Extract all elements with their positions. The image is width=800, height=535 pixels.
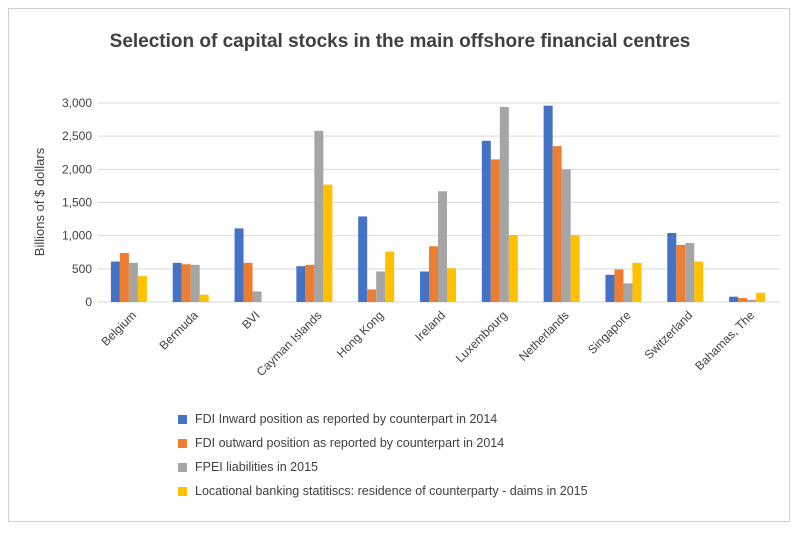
x-tick-label: Bahamas, The	[692, 308, 757, 373]
legend: FDI Inward position as reported by count…	[178, 407, 588, 503]
bar-bermuda-series-4	[199, 294, 209, 302]
bar-netherlands-series-2	[552, 146, 562, 302]
bar-switzerland-series-1	[667, 233, 677, 302]
bar-luxembourg-series-1	[481, 140, 491, 302]
bar-singapore-series-4	[632, 262, 642, 302]
legend-label: FDI Inward position as reported by count…	[195, 412, 498, 426]
legend-swatch	[178, 486, 187, 496]
legend-item: FDI outward position as reported by coun…	[178, 431, 588, 455]
bar-bermuda-series-1	[172, 262, 182, 302]
legend-label: FDI outward position as reported by coun…	[195, 436, 505, 450]
bar-hong-kong-series-1	[358, 216, 368, 302]
legend-swatch	[178, 414, 187, 424]
bar-hong-kong-series-2	[367, 289, 377, 302]
y-tick-label: 0	[85, 295, 92, 309]
bar-bermuda-series-2	[181, 264, 191, 302]
bar-bahamas-the-series-2	[738, 298, 748, 302]
bar-bvi-series-3	[252, 291, 262, 302]
bar-netherlands-series-4	[570, 235, 580, 302]
y-tick-label: 1,500	[62, 196, 92, 210]
bar-cayman-islands-series-3	[314, 130, 324, 302]
y-tick-label: 3,000	[62, 96, 92, 110]
x-tick-label: BVI	[239, 308, 263, 332]
bar-cayman-islands-series-4	[323, 184, 333, 302]
x-tick-label: Singapore	[585, 308, 634, 357]
bar-luxembourg-series-3	[499, 106, 509, 302]
bar-cayman-islands-series-1	[296, 266, 306, 302]
bar-bahamas-the-series-3	[747, 299, 757, 302]
bar-switzerland-series-2	[676, 244, 686, 302]
bars	[110, 105, 766, 302]
bar-hong-kong-series-4	[385, 251, 395, 302]
bar-bvi-series-1	[234, 228, 244, 302]
bar-switzerland-series-3	[685, 242, 695, 302]
bar-luxembourg-series-2	[490, 159, 500, 302]
bar-belgium-series-4	[137, 276, 147, 302]
legend-label: FPEI liabilities in 2015	[195, 460, 318, 474]
y-tick-labels: 0 500 1,000 1,500 2,000 2,500 3,000	[62, 96, 92, 309]
x-tick-label: Ireland	[412, 308, 448, 344]
bar-ireland-series-4	[447, 268, 456, 302]
y-tick-label: 1,000	[62, 229, 92, 243]
legend-item: Locational banking statitiscs: residence…	[178, 479, 588, 503]
bar-ireland-series-3	[438, 191, 447, 302]
bar-bahamas-the-series-1	[729, 296, 739, 302]
bar-switzerland-series-4	[694, 261, 704, 302]
bar-ireland-series-2	[429, 246, 438, 302]
bar-belgium-series-2	[119, 252, 129, 302]
bar-luxembourg-series-4	[508, 235, 518, 302]
legend-swatch	[178, 438, 187, 448]
x-tick-label: Bermuda	[157, 308, 202, 353]
bar-singapore-series-3	[623, 283, 633, 302]
chart-title: Selection of capital stocks in the main …	[109, 31, 691, 52]
legend-label: Locational banking statitiscs: residence…	[195, 484, 588, 498]
bar-bvi-series-2	[243, 262, 253, 302]
bar-cayman-islands-series-2	[305, 264, 315, 302]
bar-belgium-series-1	[110, 261, 120, 302]
legend-item: FDI Inward position as reported by count…	[178, 407, 588, 431]
bar-bahamas-the-series-4	[756, 292, 766, 302]
bar-hong-kong-series-3	[376, 271, 386, 302]
y-tick-label: 2,000	[62, 162, 92, 176]
x-tick-label: Switzerland	[642, 308, 696, 362]
bar-netherlands-series-1	[543, 105, 553, 302]
bar-netherlands-series-3	[561, 169, 571, 302]
bar-singapore-series-2	[614, 269, 624, 302]
x-tick-label: Belgium	[98, 308, 139, 349]
y-tick-label: 2,500	[62, 129, 92, 143]
bar-bermuda-series-3	[190, 264, 200, 302]
chart-frame	[8, 8, 790, 522]
x-tick-label: Luxembourg	[453, 308, 510, 365]
legend-item: FPEI liabilities in 2015	[178, 455, 588, 479]
bar-ireland-series-1	[420, 271, 429, 302]
legend-swatch	[178, 462, 187, 472]
bar-singapore-series-1	[605, 274, 615, 302]
y-axis-label: Billions of $ dollars	[32, 147, 47, 256]
bar-belgium-series-3	[128, 262, 138, 302]
x-tick-label: Cayman Islands	[254, 308, 325, 379]
x-tick-label: Netherlands	[516, 308, 572, 364]
y-tick-label: 500	[72, 262, 92, 276]
x-tick-label: Hong Kong	[334, 308, 386, 360]
